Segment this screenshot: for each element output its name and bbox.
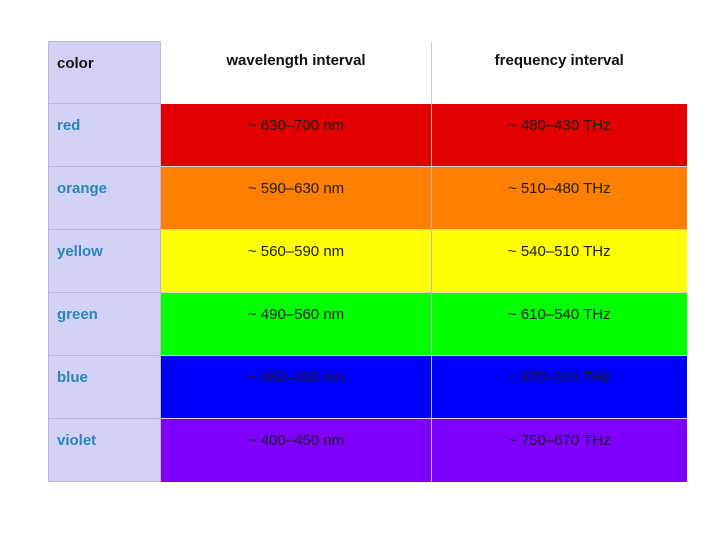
header-wavelength: wavelength interval	[160, 41, 432, 104]
frequency-cell: ~ 610–540 THz	[431, 292, 687, 356]
header-frequency: frequency interval	[431, 41, 687, 104]
wavelength-cell: ~ 400–450 nm	[160, 418, 432, 482]
table-row-orange: orange ~ 590–630 nm ~ 510–480 THz	[48, 166, 687, 230]
table-header-row: color wavelength interval frequency inte…	[48, 41, 687, 104]
frequency-cell: ~ 750–670 THz	[431, 418, 687, 482]
table-row-red: red ~ 630–700 nm ~ 480–430 THz	[48, 103, 687, 167]
frequency-cell: ~ 540–510 THz	[431, 229, 687, 293]
wavelength-cell: ~ 560–590 nm	[160, 229, 432, 293]
table-row-blue: blue ~ 450–490 nm ~ 670–610 THz	[48, 355, 687, 419]
wavelength-cell: ~ 590–630 nm	[160, 166, 432, 230]
wavelength-cell: ~ 490–560 nm	[160, 292, 432, 356]
wavelength-cell: ~ 450–490 nm	[160, 355, 432, 419]
table-row-violet: violet ~ 400–450 nm ~ 750–670 THz	[48, 418, 687, 482]
row-name-cell: blue	[48, 355, 161, 419]
row-name-cell: green	[48, 292, 161, 356]
wavelength-cell: ~ 630–700 nm	[160, 103, 432, 167]
header-color: color	[48, 41, 161, 104]
frequency-cell: ~ 670–610 THz	[431, 355, 687, 419]
frequency-cell: ~ 510–480 THz	[431, 166, 687, 230]
row-name-cell: yellow	[48, 229, 161, 293]
table-row-green: green ~ 490–560 nm ~ 610–540 THz	[48, 292, 687, 356]
frequency-cell: ~ 480–430 THz	[431, 103, 687, 167]
row-name-cell: violet	[48, 418, 161, 482]
table-row-yellow: yellow ~ 560–590 nm ~ 540–510 THz	[48, 229, 687, 293]
row-name-cell: orange	[48, 166, 161, 230]
color-spectrum-table: color wavelength interval frequency inte…	[48, 41, 687, 482]
row-name-cell: red	[48, 103, 161, 167]
